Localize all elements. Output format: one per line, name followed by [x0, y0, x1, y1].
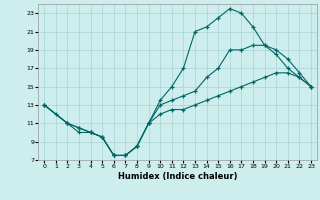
- X-axis label: Humidex (Indice chaleur): Humidex (Indice chaleur): [118, 172, 237, 181]
